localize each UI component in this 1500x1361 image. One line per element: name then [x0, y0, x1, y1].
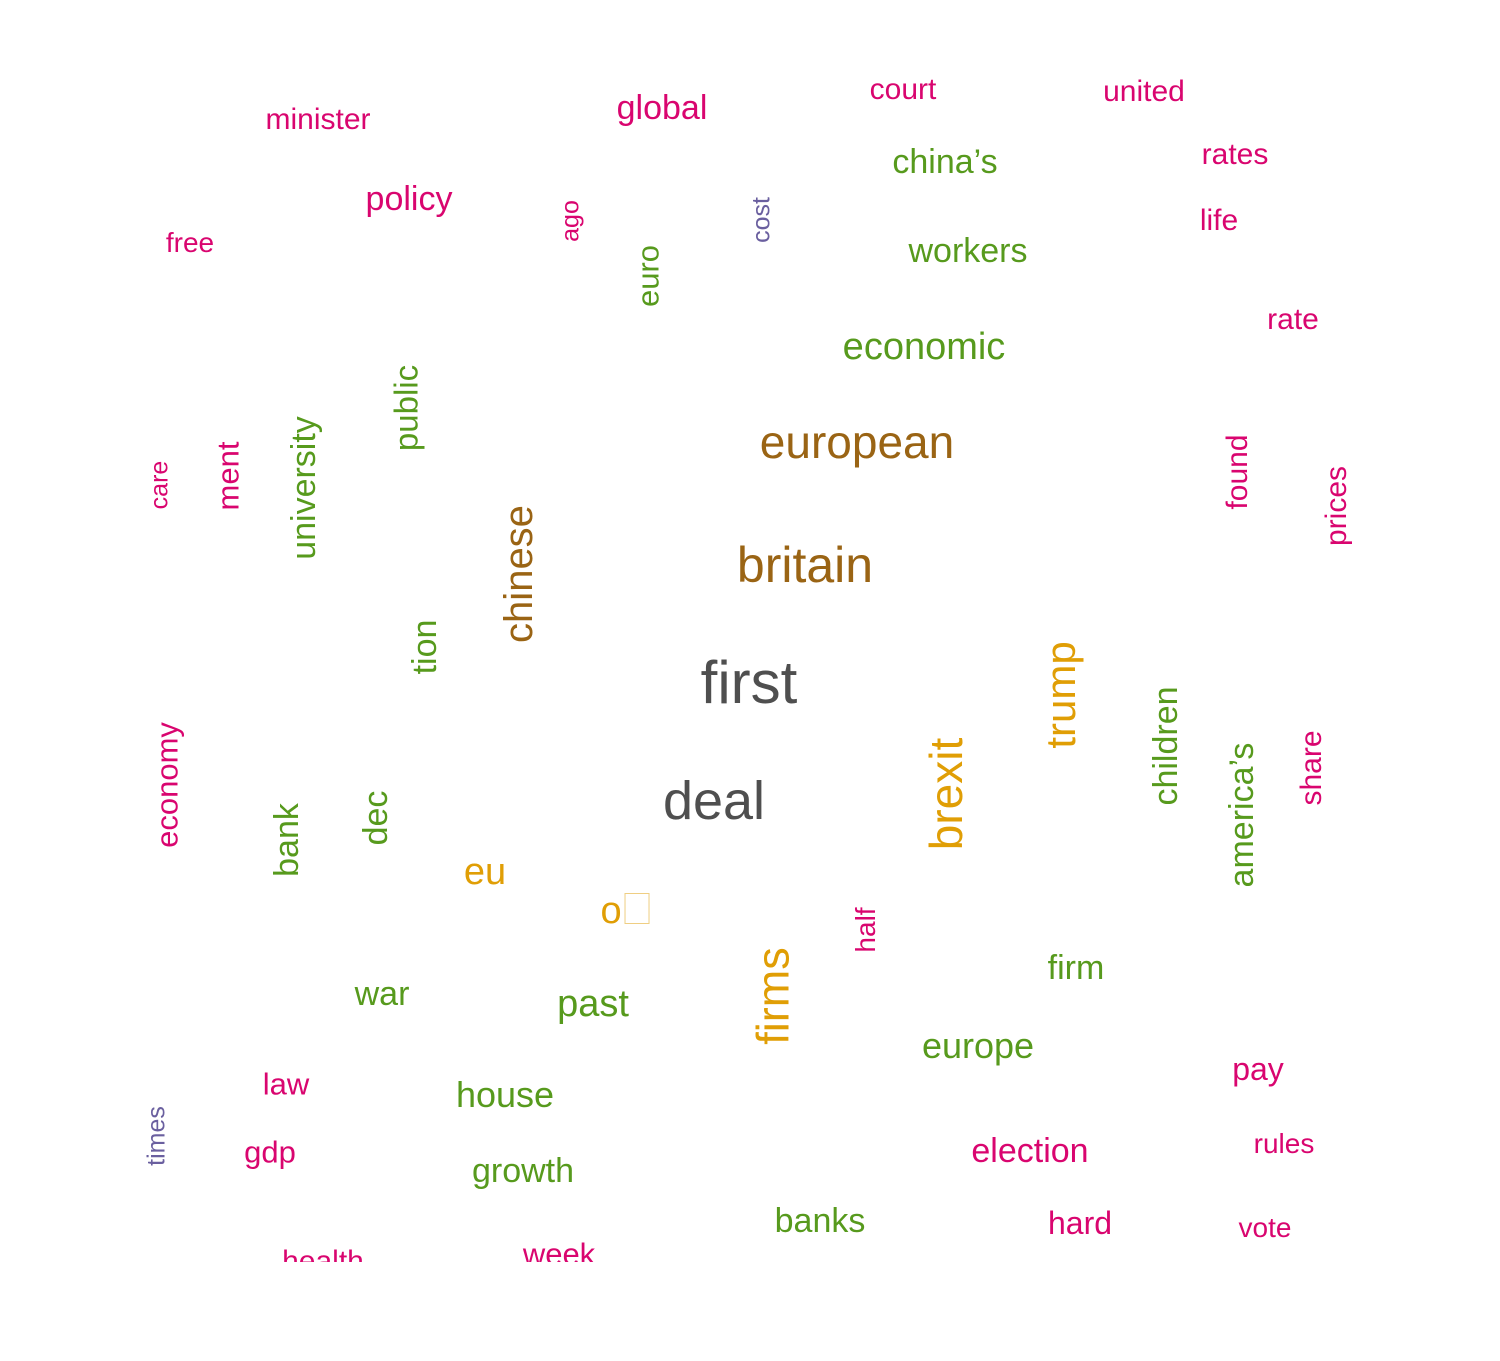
word-share: share: [1295, 730, 1328, 806]
word-dec: dec: [357, 790, 395, 846]
word-children: children: [1147, 686, 1185, 806]
word-pay: pay: [1232, 1051, 1284, 1087]
word-euro: euro: [630, 244, 666, 308]
word-law: law: [262, 1066, 310, 1102]
word-prices: prices: [1320, 465, 1353, 547]
word-vote: vote: [1238, 1212, 1292, 1243]
word-week: week: [522, 1236, 596, 1263]
word-firms: firms: [747, 947, 799, 1045]
word-half: half: [850, 907, 881, 953]
word-policy: policy: [365, 180, 453, 218]
word-house: house: [455, 1074, 555, 1115]
word-tion: tion: [406, 619, 444, 675]
word-firm: firm: [1047, 949, 1105, 987]
word-cost: cost: [747, 197, 776, 243]
word-european: european: [759, 416, 955, 468]
word-america-s: america’s: [1223, 742, 1261, 888]
word-rules: rules: [1253, 1128, 1315, 1159]
word-britain: britain: [736, 537, 874, 593]
word-workers: workers: [908, 232, 1028, 270]
word-found: found: [1221, 434, 1254, 510]
word-trump: trump: [1037, 641, 1084, 749]
word-economy: economy: [149, 722, 185, 848]
word-united: united: [1103, 75, 1185, 108]
word-banks: banks: [774, 1202, 866, 1240]
word-rates: rates: [1201, 138, 1269, 171]
word-eu: eu: [463, 851, 507, 893]
word-health: health: [282, 1245, 364, 1263]
word-deal: deal: [662, 771, 766, 831]
word-election: election: [971, 1132, 1089, 1170]
word-minister: minister: [265, 103, 371, 136]
word-growth: growth: [471, 1152, 575, 1190]
word-first: first: [700, 649, 798, 716]
word-ago: ago: [556, 200, 585, 242]
word-past: past: [557, 983, 629, 1025]
word-bank: bank: [268, 803, 306, 877]
word-economic: economic: [842, 326, 1006, 368]
word-cloud-area: minister global court united china’s rates pol…: [142, 73, 1354, 1263]
word-europe: europe: [921, 1025, 1035, 1066]
word-brexit: brexit: [920, 737, 972, 851]
word-times: times: [142, 1106, 171, 1166]
word-public: public: [387, 364, 425, 452]
word-china-s: china’s: [892, 143, 998, 181]
word-hard: hard: [1047, 1205, 1113, 1241]
word-life: life: [1199, 204, 1239, 237]
word-global: global: [616, 89, 708, 127]
word-gdp: gdp: [244, 1134, 296, 1170]
word-ment: ment: [210, 441, 246, 511]
word-free: free: [165, 227, 215, 258]
word-war: war: [354, 975, 410, 1013]
missing-glyph-box-icon: [624, 893, 650, 924]
word-o: o: [601, 892, 650, 930]
word-court: court: [869, 73, 937, 106]
word-care: care: [145, 460, 174, 510]
word-rate: rate: [1267, 303, 1319, 336]
word-chinese: chinese: [497, 505, 541, 643]
word-university: university: [285, 416, 323, 560]
